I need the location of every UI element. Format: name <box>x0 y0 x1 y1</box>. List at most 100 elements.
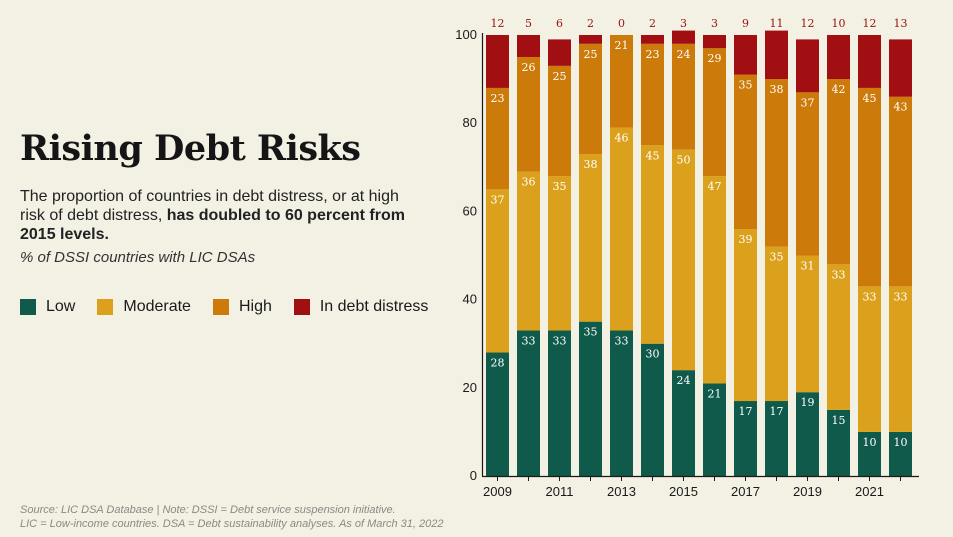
bar-segment-moderate <box>703 176 726 384</box>
data-label-high: 42 <box>832 83 846 96</box>
bar-segment-low <box>517 330 540 476</box>
data-label-moderate: 33 <box>894 290 908 303</box>
data-label-moderate: 47 <box>708 180 722 193</box>
data-label-low: 21 <box>708 387 722 400</box>
y-tick-label: 80 <box>463 115 477 130</box>
legend-label-high: High <box>238 298 272 315</box>
bar-segment-low <box>548 330 571 476</box>
bar-segment-in-debt-distress <box>579 35 602 44</box>
y-tick-label: 60 <box>463 203 477 218</box>
bar-segment-moderate <box>641 145 664 344</box>
bar-segment-low <box>796 392 819 476</box>
bar-segment-low <box>858 431 881 476</box>
bar-segment-in-debt-distress <box>703 35 726 49</box>
bar-segment-in-debt-distress <box>889 39 912 97</box>
data-label-moderate: 31 <box>801 260 815 273</box>
data-label-in-debt-distress: 12 <box>491 17 505 30</box>
data-label-high: 29 <box>708 52 722 65</box>
bar-segment-in-debt-distress <box>796 39 819 93</box>
bar-segment-high <box>703 48 726 177</box>
data-label-low: 17 <box>739 405 753 418</box>
chart-description: The proportion of countries in debt dist… <box>20 187 420 244</box>
bar-segment-low <box>579 321 602 476</box>
data-label-in-debt-distress: 2 <box>649 17 656 30</box>
bar-segment-in-debt-distress <box>765 30 788 80</box>
bar-segment-low <box>486 352 509 476</box>
bar-segment-low <box>827 409 850 476</box>
legend-item-low: Low <box>20 298 75 316</box>
data-label-moderate: 35 <box>553 180 567 193</box>
bar-segment-moderate <box>889 286 912 432</box>
source-line-2: LIC = Low-income countries. DSA = Debt s… <box>20 518 444 530</box>
bar-segment-low <box>703 383 726 476</box>
data-label-low: 33 <box>522 334 536 347</box>
source-note: Source: LIC DSA Database | Note: DSSI = … <box>20 503 444 531</box>
bar-segment-in-debt-distress <box>858 35 881 88</box>
data-label-high: 43 <box>894 101 908 114</box>
data-label-low: 10 <box>863 436 877 449</box>
bar-segment-low <box>672 370 695 476</box>
data-label-moderate: 33 <box>863 290 877 303</box>
bar-segment-moderate <box>734 229 757 402</box>
data-label-high: 45 <box>863 92 877 105</box>
data-label-moderate: 46 <box>615 132 629 145</box>
data-label-in-debt-distress: 0 <box>618 17 625 30</box>
bar-segment-in-debt-distress <box>486 35 509 88</box>
data-label-high: 24 <box>677 48 691 61</box>
bar-segment-high <box>517 57 540 172</box>
x-tick-label: 2011 <box>546 484 574 499</box>
data-label-in-debt-distress: 12 <box>863 17 877 30</box>
data-label-high: 23 <box>646 48 660 61</box>
bar-segment-moderate <box>579 154 602 322</box>
data-label-high: 35 <box>739 79 753 92</box>
data-label-high: 26 <box>522 61 536 74</box>
bar-segment-moderate <box>486 189 509 353</box>
bar-segment-moderate <box>827 264 850 410</box>
bar-segment-in-debt-distress <box>827 35 850 80</box>
bar-segment-high <box>889 96 912 287</box>
legend-item-moderate: Moderate <box>97 298 191 316</box>
legend-swatch-distress <box>293 299 310 315</box>
data-label-high: 25 <box>584 48 598 61</box>
data-label-moderate: 33 <box>832 268 846 281</box>
data-label-low: 15 <box>832 414 846 427</box>
data-label-high: 37 <box>801 96 815 109</box>
x-tick-label: 2013 <box>607 484 636 499</box>
data-label-low: 35 <box>584 326 598 339</box>
bar-segment-in-debt-distress <box>734 35 757 75</box>
bar-segment-high <box>765 79 788 247</box>
bar-segment-high <box>672 43 695 150</box>
chart-subtitle: % of DSSI countries with LIC DSAs <box>20 249 256 266</box>
data-label-low: 28 <box>491 357 505 370</box>
y-tick-label: 100 <box>455 27 477 42</box>
description-bold: has doubled to 60 percent from 2015 leve… <box>20 207 405 243</box>
data-label-in-debt-distress: 11 <box>770 17 784 30</box>
y-tick-label: 0 <box>470 468 477 483</box>
data-label-in-debt-distress: 3 <box>680 17 687 30</box>
bar-segment-moderate <box>610 127 633 331</box>
data-label-moderate: 37 <box>491 193 505 206</box>
data-label-low: 24 <box>677 374 691 387</box>
data-label-moderate: 45 <box>646 149 660 162</box>
legend-swatch-moderate <box>97 299 114 315</box>
bar-segment-in-debt-distress <box>548 39 571 66</box>
bar-segment-moderate <box>858 286 881 432</box>
x-tick-label: 2017 <box>731 484 760 499</box>
x-tick-label: 2021 <box>855 484 884 499</box>
data-label-low: 10 <box>894 436 908 449</box>
description-plain: The proportion of countries in debt dist… <box>20 188 399 224</box>
bar-segment-low <box>889 431 912 476</box>
data-label-low: 17 <box>770 405 784 418</box>
y-tick-label: 20 <box>463 380 477 395</box>
legend-label-moderate: Moderate <box>123 298 191 315</box>
data-label-moderate: 39 <box>739 233 753 246</box>
bar-segment-high <box>827 79 850 265</box>
data-label-in-debt-distress: 2 <box>587 17 594 30</box>
bar-segment-high <box>796 92 819 256</box>
x-tick-label: 2009 <box>483 484 512 499</box>
data-label-in-debt-distress: 13 <box>894 17 908 30</box>
bar-segment-in-debt-distress <box>672 30 695 44</box>
legend-label-distress: In debt distress <box>319 298 429 315</box>
y-tick-label: 40 <box>463 292 477 307</box>
